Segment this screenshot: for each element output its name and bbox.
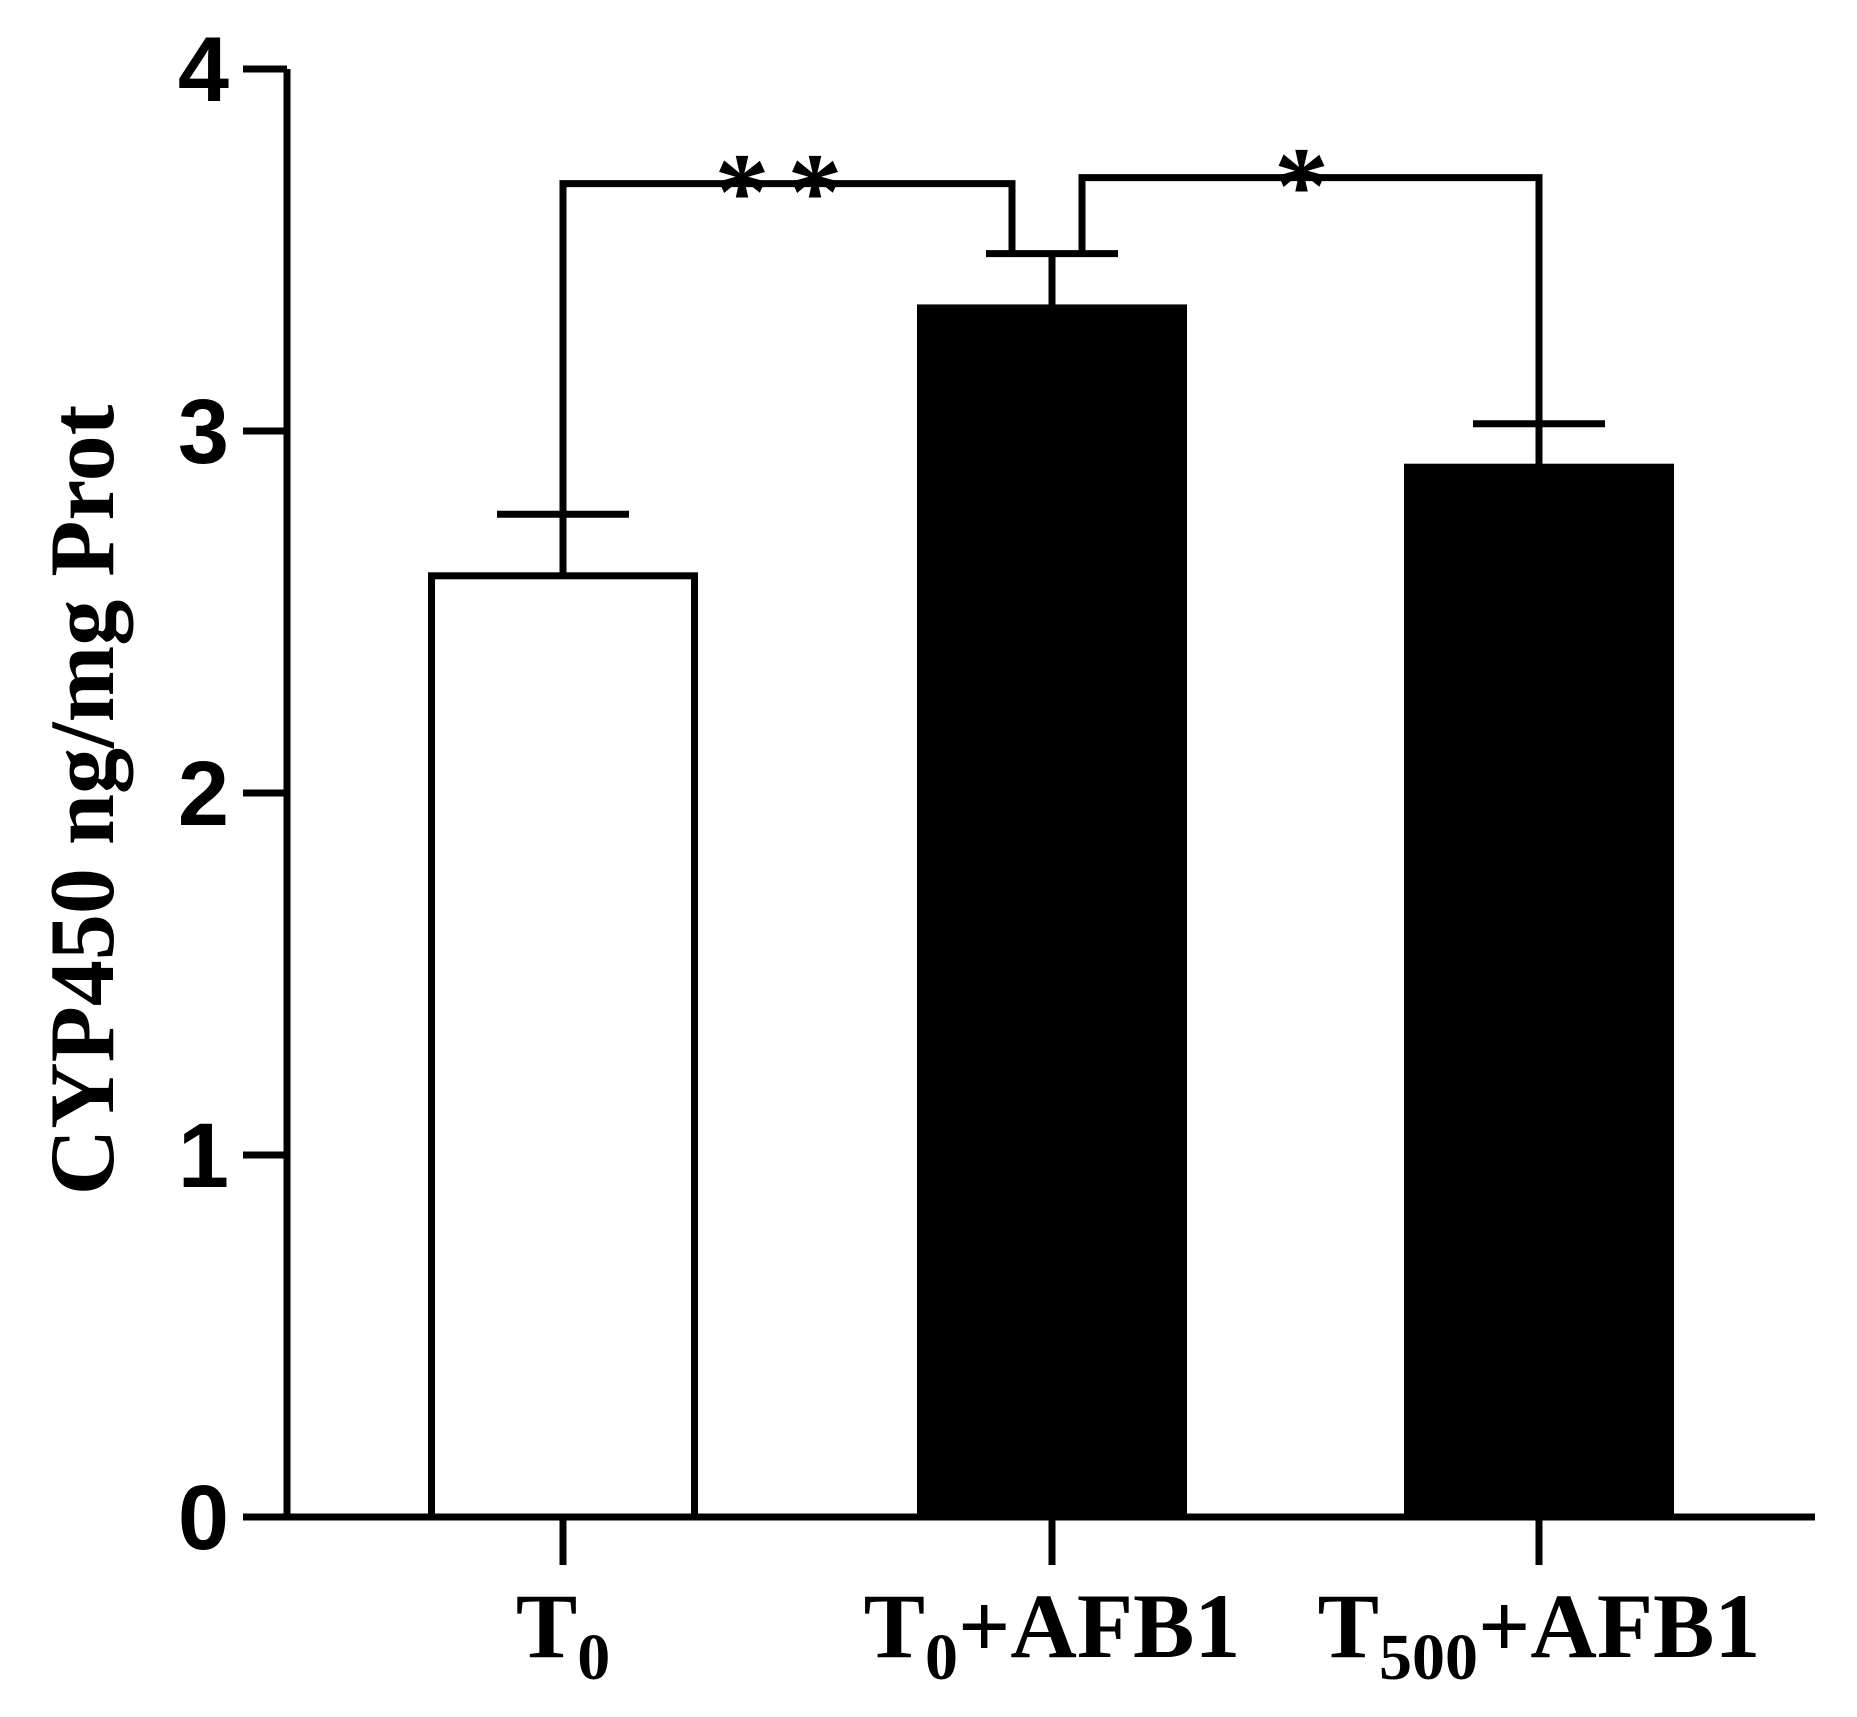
x-tick-label: T0	[516, 1575, 610, 1694]
y-tick-label: 3	[178, 381, 229, 483]
significance-bracket	[559, 180, 1016, 515]
significance-label: *	[1274, 125, 1347, 247]
y-tick-label: 0	[178, 1467, 229, 1569]
y-axis-label: CYP450 ng/mg Prot	[31, 404, 133, 1195]
x-tick-label: T500+AFB1	[1318, 1575, 1761, 1694]
y-tick-label: 2	[178, 743, 229, 845]
y-tick-label: 4	[178, 19, 229, 121]
bar	[1404, 463, 1674, 1521]
bar	[917, 304, 1187, 1521]
bar	[428, 572, 698, 1521]
x-tick-label: T0+AFB1	[864, 1575, 1241, 1694]
y-tick-label: 1	[178, 1105, 229, 1207]
significance-bracket	[1078, 174, 1543, 424]
significance-label: **	[715, 131, 861, 253]
